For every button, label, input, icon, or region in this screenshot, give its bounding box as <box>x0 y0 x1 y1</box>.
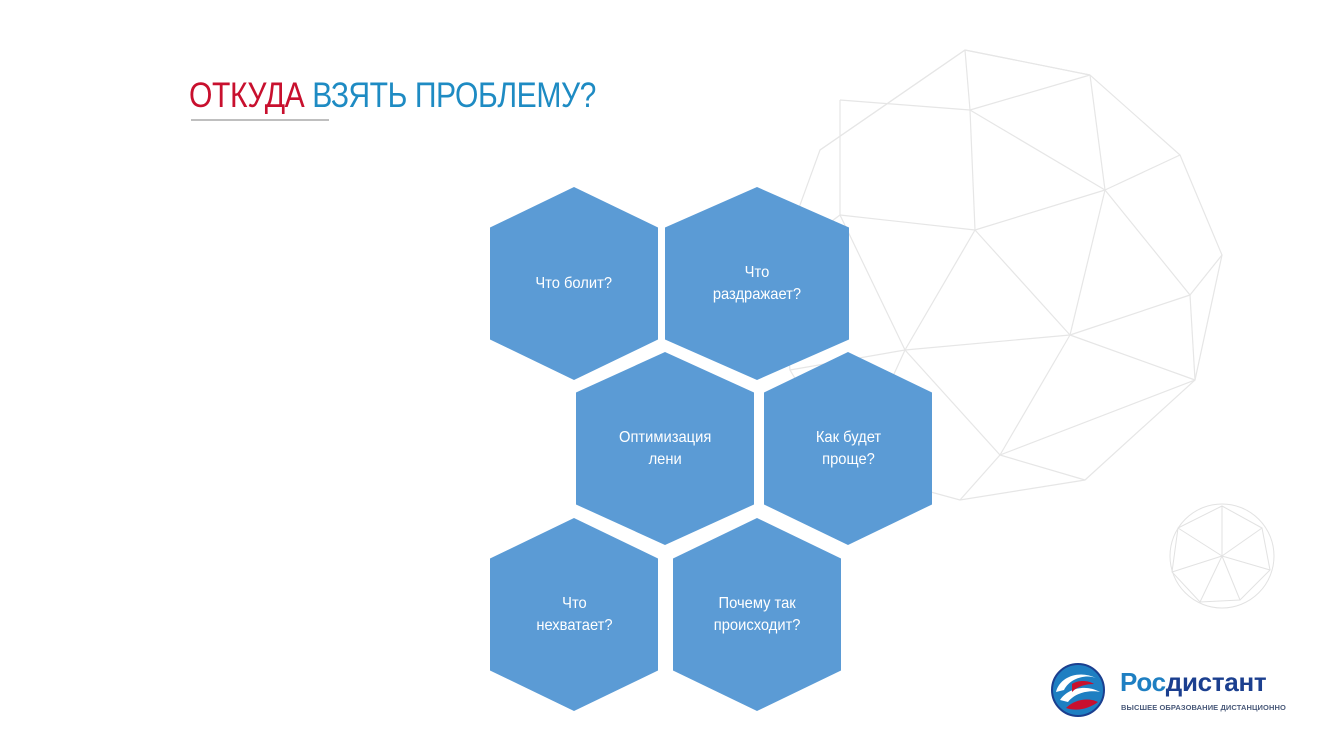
hexagon-label: Что нехватает? <box>535 594 613 634</box>
hexagon-label: Почему так происходит? <box>713 594 801 634</box>
logo-tagline: ВЫСШЕЕ ОБРАЗОВАНИЕ ДИСТАНЦИОННО <box>1121 703 1286 712</box>
title-accent-word: ОТКУДА <box>189 76 305 115</box>
hexagon-why-happens: Почему так происходит? <box>673 518 841 711</box>
title-main-text: ВЗЯТЬ ПРОБЛЕМУ? <box>312 76 596 115</box>
hexagon-label: Что раздражает? <box>712 263 802 303</box>
hexagon-label: Как будет проще? <box>815 428 881 468</box>
page-title: ОТКУДА ВЗЯТЬ ПРОБЛЕМУ? <box>189 74 596 118</box>
logo-name-part1: Рос <box>1120 667 1166 697</box>
rosdistant-logo: Росдистант ВЫСШЕЕ ОБРАЗОВАНИЕ ДИСТАНЦИОН… <box>1050 662 1290 720</box>
hexagon-what-hurts: Что болит? <box>490 187 658 380</box>
hexagon-what-annoys: Что раздражает? <box>665 187 849 380</box>
hexagon-label: Оптимизация лени <box>618 428 712 468</box>
hexagon-laziness-optimization: Оптимизация лени <box>576 352 754 545</box>
hexagon-how-simpler: Как будет проще? <box>764 352 932 545</box>
title-underline <box>191 119 329 121</box>
logo-name: Росдистант <box>1120 666 1267 698</box>
rosdistant-logo-icon <box>1051 663 1105 717</box>
hexagon-label: Что болит? <box>535 274 613 292</box>
hexagon-what-missing: Что нехватает? <box>490 518 658 711</box>
logo-name-part2: дистант <box>1165 667 1267 697</box>
